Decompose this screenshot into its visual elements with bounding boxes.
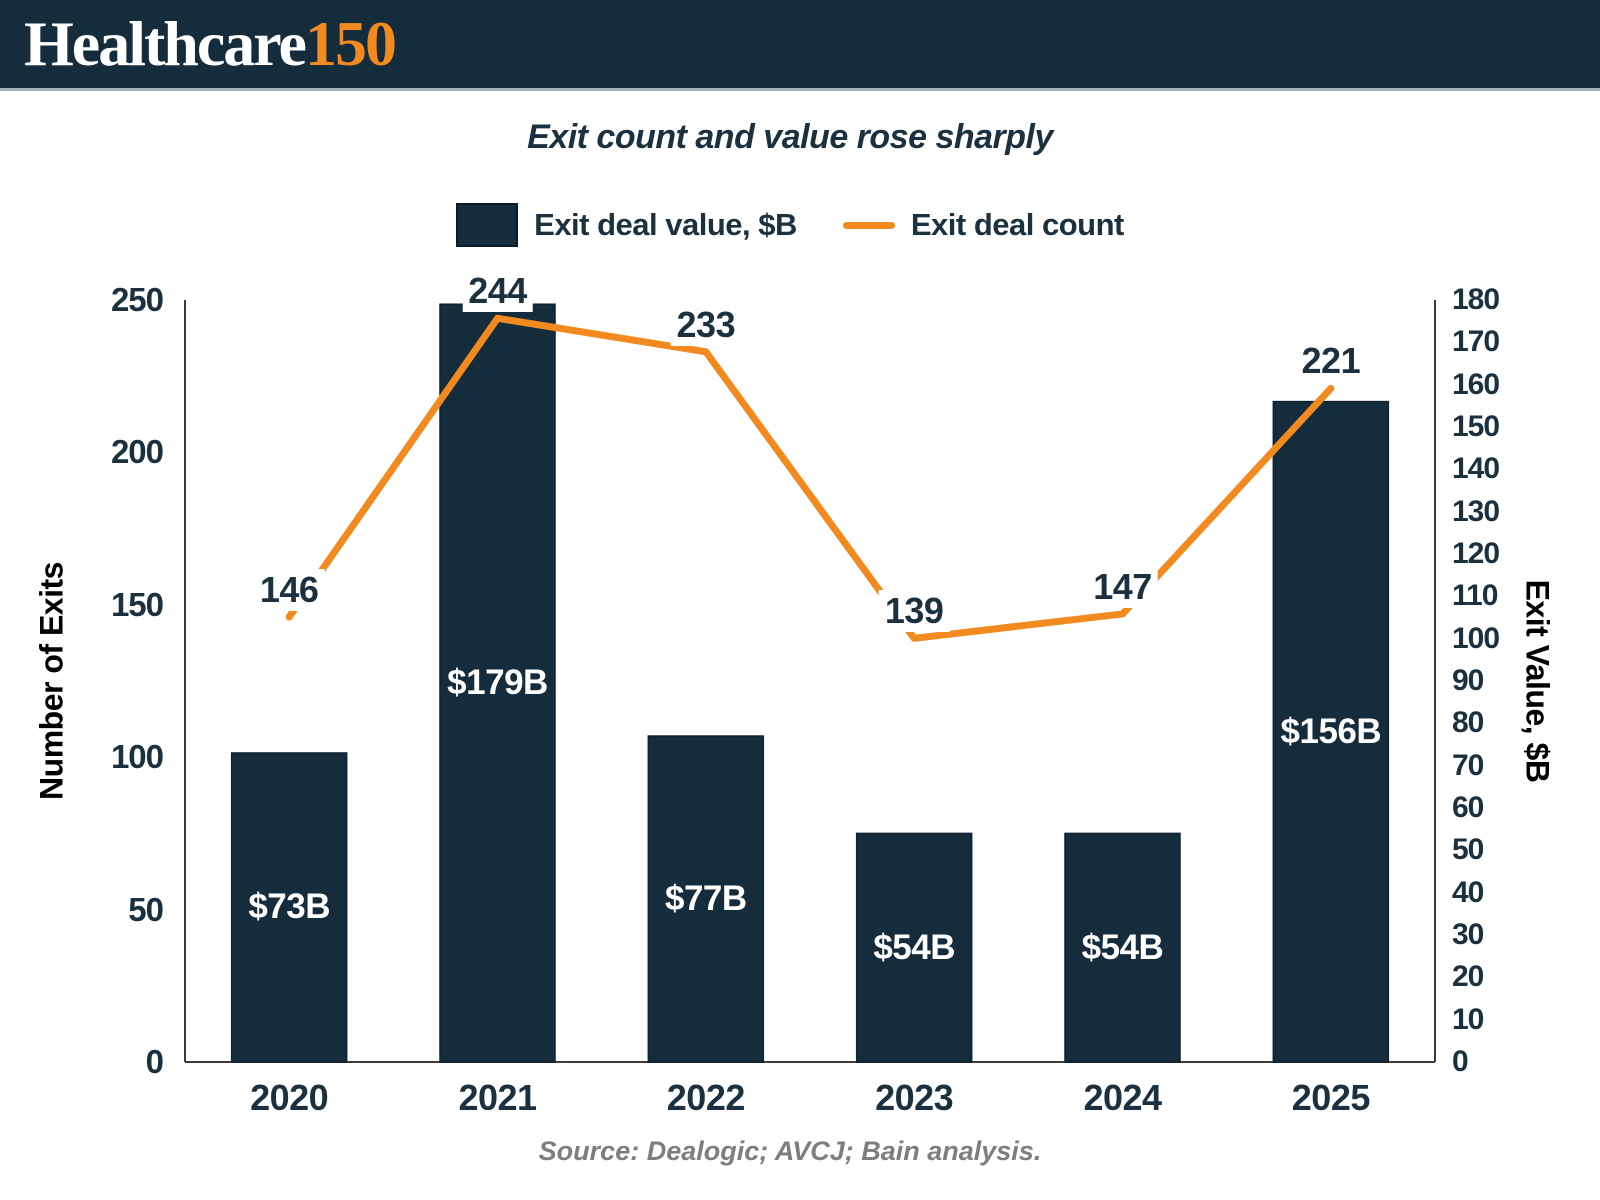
left-tick-0: 0 [145, 1043, 164, 1080]
right-tick-0: 0 [1452, 1045, 1469, 1078]
logo-number: 150 [304, 8, 397, 79]
count-label-2025: 221 [1295, 340, 1367, 383]
bar-2020 [230, 752, 348, 1063]
right-tick-80: 80 [1452, 706, 1484, 740]
right-tick-170: 170 [1452, 325, 1500, 359]
bar-2024 [1064, 832, 1181, 1063]
count-label-2020: 146 [253, 568, 325, 611]
x-label-2023: 2023 [875, 1077, 954, 1118]
right-tick-140: 140 [1452, 452, 1500, 486]
right-tick-150: 150 [1452, 410, 1500, 443]
count-label-2023: 139 [878, 590, 950, 633]
right-tick-180: 180 [1452, 283, 1500, 316]
right-tick-20: 20 [1452, 960, 1484, 994]
left-tick-250: 250 [110, 281, 164, 318]
right-tick-30: 30 [1452, 918, 1484, 951]
chart-title: Exit count and value rose sharply [527, 118, 1053, 156]
x-label-2020: 2020 [250, 1077, 329, 1118]
bar-2022 [647, 735, 765, 1063]
right-tick-120: 120 [1452, 537, 1500, 570]
count-label-2024: 147 [1087, 565, 1158, 608]
right-tick-110: 110 [1452, 579, 1498, 613]
left-tick-100: 100 [110, 738, 164, 776]
right-tick-100: 100 [1452, 621, 1500, 655]
bar-value-label-2021: $179B [447, 663, 548, 703]
right-axis-title: Exit Value, $B [1519, 579, 1556, 783]
header-bar: Healthcare150 [0, 0, 1600, 91]
right-tick-130: 130 [1452, 494, 1500, 528]
count-label-2022: 233 [670, 303, 742, 346]
legend-label: Exit deal count [910, 207, 1124, 242]
right-tick-50: 50 [1452, 833, 1484, 867]
x-label-2025: 2025 [1291, 1077, 1371, 1118]
x-label-2022: 2022 [666, 1077, 746, 1118]
count-label-2021: 244 [462, 270, 533, 313]
left-tick-50: 50 [128, 890, 164, 928]
x-label-2024: 2024 [1083, 1077, 1162, 1118]
bar-value-label-2022: $77B [664, 879, 747, 919]
bar-2023 [855, 832, 973, 1063]
healthcare150-logo: Healthcare150 [24, 12, 397, 76]
right-tick-160: 160 [1452, 367, 1500, 401]
left-axis-title: Number of Exits [33, 562, 70, 800]
legend-label: Exit deal value, $B [534, 207, 797, 242]
right-tick-40: 40 [1452, 875, 1484, 909]
source-note: Source: Dealogic; AVCJ; Bain analysis. [538, 1136, 1042, 1166]
bar-swatch-icon [456, 203, 519, 247]
bar-2021 [439, 303, 556, 1063]
bar-value-label-2020: $73B [248, 887, 330, 927]
right-tick-60: 60 [1452, 791, 1484, 824]
bar-value-label-2024: $54B [1081, 927, 1164, 967]
left-tick-200: 200 [110, 433, 164, 471]
bar-2025 [1272, 400, 1390, 1063]
bar-value-label-2023: $54B [873, 927, 955, 967]
left-tick-150: 150 [110, 585, 164, 623]
right-tick-90: 90 [1452, 664, 1484, 697]
legend: Exit deal value, $B Exit deal count [0, 200, 1580, 250]
line-swatch-icon [842, 221, 895, 229]
x-label-2021: 2021 [458, 1077, 537, 1118]
legend-item-exit-deal-value: Exit deal value, $B [456, 203, 797, 247]
legend-item-exit-deal-count: Exit deal count [842, 207, 1124, 243]
logo-text: Healthcare [24, 8, 307, 79]
bar-value-label-2025: $156B [1280, 711, 1382, 751]
right-tick-10: 10 [1452, 1002, 1484, 1036]
right-tick-70: 70 [1452, 748, 1484, 782]
